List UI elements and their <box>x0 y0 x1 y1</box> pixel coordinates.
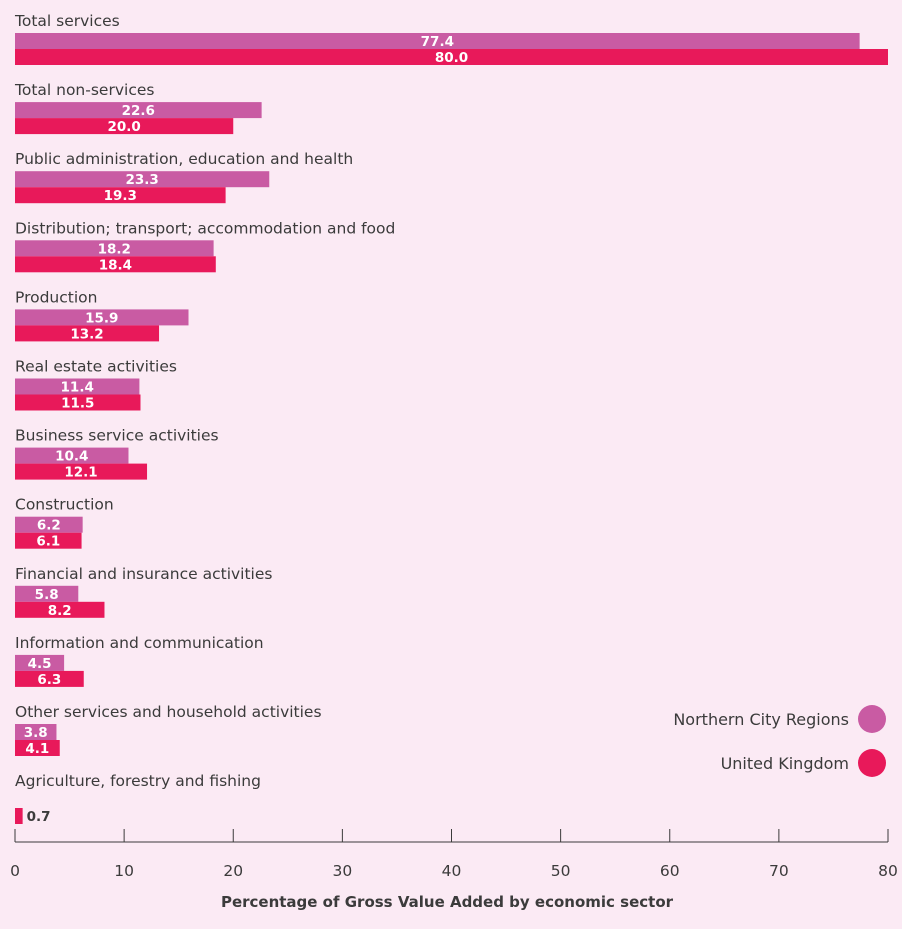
bar <box>15 325 160 342</box>
x-tick-label: 30 <box>333 862 353 880</box>
bar <box>15 394 141 411</box>
x-tick-label: 40 <box>442 862 462 880</box>
data-label: 77.4 <box>421 34 454 50</box>
category-label: Production <box>15 288 97 306</box>
bar <box>15 724 57 740</box>
bar <box>15 654 65 671</box>
bar <box>15 601 105 618</box>
data-label: 12.1 <box>64 465 97 481</box>
bar <box>15 808 23 824</box>
data-label: 13.2 <box>70 326 103 342</box>
bar <box>15 33 860 49</box>
x-axis: 0 10 20 30 40 50 60 70 80 <box>10 829 898 880</box>
category-label: Distribution; transport; accommodation a… <box>15 219 395 237</box>
category-label: Total non-services <box>14 81 154 99</box>
data-label: 3.8 <box>24 725 48 741</box>
data-label: 5.8 <box>35 587 59 603</box>
data-label: 80.0 <box>435 50 468 66</box>
category-label: Information and communication <box>15 634 264 652</box>
legend: Northern City Regions United Kingdom <box>673 705 886 777</box>
bar <box>15 516 83 533</box>
x-axis-title: Percentage of Gross Value Added by econo… <box>221 893 674 911</box>
category-label: Public administration, education and hea… <box>15 150 353 168</box>
category-label: Construction <box>15 496 114 514</box>
bar <box>15 171 270 188</box>
data-label: 6.1 <box>36 534 60 550</box>
bar <box>15 740 60 756</box>
data-label: 0.7 <box>27 809 51 825</box>
data-label: 15.9 <box>85 310 118 326</box>
data-label: 11.5 <box>61 396 94 412</box>
bar <box>15 256 216 273</box>
category-label: Real estate activities <box>15 358 177 376</box>
bar <box>15 532 82 549</box>
x-tick-label: 70 <box>769 862 789 880</box>
data-label: 10.4 <box>55 449 88 465</box>
legend-item: Northern City Regions <box>673 705 886 733</box>
category-label: Agriculture, forestry and fishing <box>15 772 261 790</box>
x-tick-label: 20 <box>223 862 243 880</box>
bar <box>15 309 189 326</box>
bar <box>15 463 148 480</box>
data-label: 6.2 <box>37 518 61 534</box>
legend-item: United Kingdom <box>721 749 886 777</box>
data-label: 18.4 <box>99 257 132 273</box>
legend-label: United Kingdom <box>721 754 849 773</box>
category-labels: Total services Total non-services Public a… <box>14 12 395 790</box>
category-label: Other services and household activities <box>15 703 322 721</box>
bar <box>15 102 262 119</box>
data-label: 23.3 <box>125 172 158 188</box>
bar <box>15 670 84 687</box>
bar <box>15 187 226 204</box>
legend-label: Northern City Regions <box>673 710 849 729</box>
data-label: 6.3 <box>37 672 61 688</box>
data-label: 20.0 <box>107 119 140 135</box>
data-label: 4.1 <box>25 741 49 757</box>
x-tick-label: 10 <box>114 862 134 880</box>
data-label: 11.4 <box>61 380 94 396</box>
data-label: 18.2 <box>98 241 131 257</box>
x-tick-label: 50 <box>551 862 571 880</box>
bars: 77.480.0 22.620.0 23.319.3 18.218.4 15.913.2… <box>15 33 888 825</box>
category-label: Business service activities <box>15 427 219 445</box>
bar <box>15 49 888 65</box>
category-label: Financial and insurance activities <box>15 565 272 583</box>
bar <box>15 378 140 395</box>
legend-swatch <box>858 705 886 733</box>
data-label: 8.2 <box>48 603 72 619</box>
data-label: 22.6 <box>122 103 155 119</box>
x-tick-label: 80 <box>878 862 898 880</box>
x-tick-label: 60 <box>660 862 680 880</box>
legend-swatch <box>858 749 886 777</box>
data-label: 19.3 <box>104 188 137 204</box>
bar <box>15 585 79 602</box>
x-tick-label: 0 <box>10 862 20 880</box>
data-label: 4.5 <box>28 656 52 672</box>
bar <box>15 447 129 464</box>
category-label: Total services <box>14 12 120 30</box>
bar <box>15 240 214 257</box>
bar <box>15 118 234 135</box>
